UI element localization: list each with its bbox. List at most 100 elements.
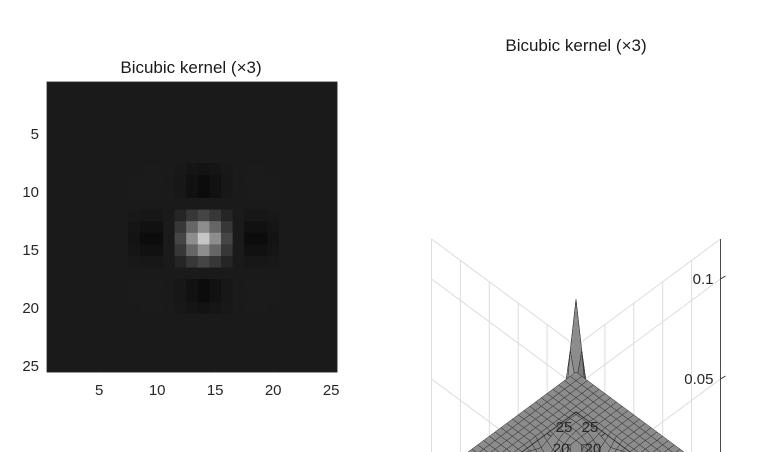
heatmap-cell (163, 209, 175, 222)
heatmap-cell (197, 337, 210, 350)
heatmap-cell (255, 302, 268, 315)
heatmap-cell (232, 348, 245, 361)
heatmap-cell (290, 82, 303, 94)
heatmap-cell (128, 360, 141, 373)
heatmap-cell (197, 267, 210, 280)
heatmap-cell (58, 360, 71, 373)
heatmap-cell (209, 174, 222, 187)
heatmap-cell (313, 209, 326, 222)
heatmap-cell (313, 221, 326, 234)
heatmap-cell (47, 116, 59, 129)
heatmap-cell (255, 348, 268, 361)
heatmap-cell (290, 256, 303, 268)
heatmap-cell (128, 232, 141, 245)
surface-z-tick-mark (720, 375, 726, 380)
heatmap-cell (313, 174, 326, 187)
heatmap-cell (267, 82, 280, 94)
heatmap-cell (81, 151, 94, 164)
heatmap-cell (290, 128, 303, 141)
heatmap-cell (279, 93, 291, 106)
heatmap-cell (47, 163, 59, 176)
heatmap-cell (197, 256, 210, 268)
heatmap-cell (163, 186, 175, 199)
heatmap-cell (139, 256, 152, 268)
heatmap-cell (325, 174, 338, 187)
heatmap-cell (302, 244, 315, 257)
heatmap-x-tick-label: 20 (265, 382, 282, 399)
heatmap-cell (232, 140, 245, 152)
heatmap-cell (290, 93, 303, 106)
heatmap-x-tick-label: 25 (323, 382, 340, 399)
heatmap-cell (267, 267, 280, 280)
heatmap-cell (267, 290, 280, 303)
heatmap-cell (128, 209, 141, 222)
heatmap-cell (116, 325, 129, 338)
heatmap-cell (221, 232, 233, 245)
heatmap-cell (70, 186, 83, 199)
heatmap-cell (302, 360, 315, 373)
heatmap-cell (47, 151, 59, 164)
heatmap-cell (209, 209, 222, 222)
surface-floor-axes (521, 411, 631, 452)
heatmap-cell (105, 163, 117, 176)
heatmap-cell (197, 209, 210, 222)
heatmap-cell (290, 267, 303, 280)
heatmap-cell (47, 140, 59, 152)
heatmap-cell (174, 256, 187, 268)
heatmap-cell (313, 93, 326, 106)
heatmap-cell (116, 279, 129, 292)
heatmap-cell (186, 105, 199, 118)
heatmap-cell (209, 105, 222, 118)
heatmap-cell (116, 360, 129, 373)
heatmap-cell (325, 256, 338, 268)
heatmap-cell (186, 244, 199, 257)
heatmap-cell (302, 93, 315, 106)
heatmap-cell (81, 244, 94, 257)
heatmap-cell (197, 360, 210, 373)
heatmap-cell (139, 82, 152, 94)
heatmap-cell (244, 290, 257, 303)
surface-y-tick-mark (546, 433, 552, 437)
heatmap-title: Bicubic kernel (×3) (120, 58, 261, 77)
heatmap-cell (174, 267, 187, 280)
heatmap-cell (221, 209, 233, 222)
heatmap-cell (128, 151, 141, 164)
heatmap-cell (139, 186, 152, 199)
heatmap-cell (151, 186, 164, 199)
heatmap-cell (151, 221, 164, 234)
heatmap-cell (313, 198, 326, 210)
heatmap-cell (58, 116, 71, 129)
heatmap-cell (325, 244, 338, 257)
heatmap-cell (105, 244, 117, 257)
heatmap-cell (313, 163, 326, 176)
heatmap-cell (81, 116, 94, 129)
heatmap-cell (255, 174, 268, 187)
heatmap-cell (279, 337, 291, 350)
heatmap-cell (58, 93, 71, 106)
heatmap-cell (221, 140, 233, 152)
heatmap-cell (174, 337, 187, 350)
surface-x-gridline (488, 281, 490, 452)
heatmap-cell (325, 209, 338, 222)
heatmap-cell (232, 302, 245, 315)
heatmap-cell (163, 325, 175, 338)
heatmap-cell (174, 244, 187, 257)
heatmap-cell (267, 348, 280, 361)
heatmap-cell (93, 116, 106, 129)
heatmap-cell (209, 151, 222, 164)
heatmap-cell (267, 209, 280, 222)
heatmap-cell (93, 128, 106, 141)
heatmap-cell (325, 186, 338, 199)
heatmap-chart: Bicubic kernel (×3) 5 10 15 20 25 5 10 15 20 25 (22, 58, 339, 399)
heatmap-cell (232, 337, 245, 350)
heatmap-cell (116, 93, 129, 106)
heatmap-cell (70, 198, 83, 210)
heatmap-cell (186, 314, 199, 326)
heatmap-cell (174, 209, 187, 222)
heatmap-cell (163, 360, 175, 373)
heatmap-cell (128, 279, 141, 292)
heatmap-cell (244, 186, 257, 199)
heatmap-cell (313, 348, 326, 361)
heatmap-cell (267, 151, 280, 164)
heatmap-cell (302, 267, 315, 280)
